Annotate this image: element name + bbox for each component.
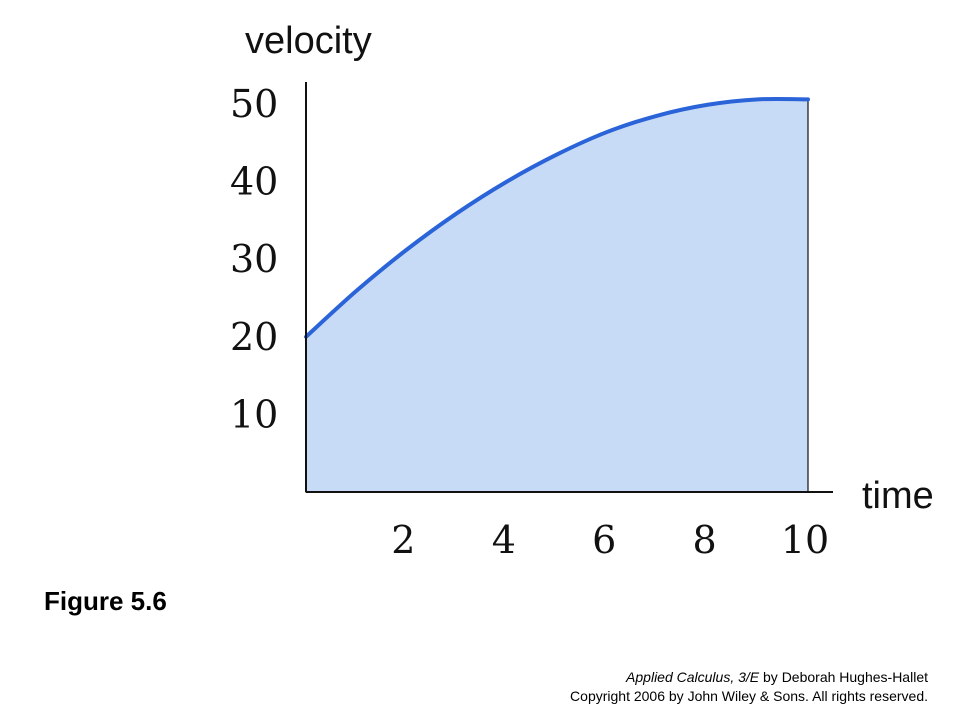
figure-label: Figure 5.6 [44,586,167,616]
y-axis-title: velocity [245,20,372,62]
y-tick-label: 30 [230,237,278,281]
x-tick-label: 2 [391,518,415,562]
x-tick-label: 10 [781,518,829,562]
x-tick-labels: 2 4 6 8 10 [391,518,829,562]
author: by Deborah Hughes-Hallet [759,669,928,685]
credits: Applied Calculus, 3/E by Deborah Hughes-… [570,668,928,706]
y-tick-label: 20 [230,315,278,359]
y-tick-labels: 10 20 30 40 50 [230,82,278,436]
y-tick-label: 10 [230,392,278,436]
y-tick-label: 40 [230,160,278,204]
book-title: Applied Calculus, 3/E [626,669,760,685]
velocity-curve [304,96,810,339]
copyright: Copyright 2006 by John Wiley & Sons. All… [570,688,928,704]
x-tick-label: 4 [492,518,516,562]
x-axis-title: time [862,475,934,517]
credits-line-1: Applied Calculus, 3/E by Deborah Hughes-… [570,668,928,687]
y-tick-label: 50 [230,82,278,126]
x-tick-label: 8 [693,518,717,562]
x-tick-label: 6 [592,518,616,562]
area-under-curve [305,98,809,493]
